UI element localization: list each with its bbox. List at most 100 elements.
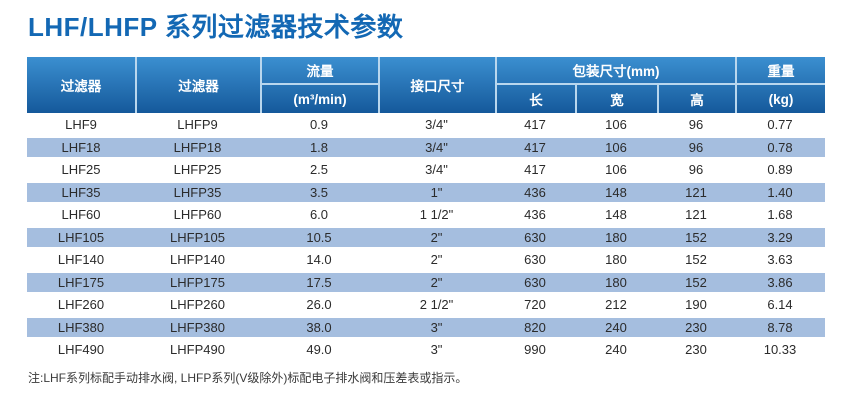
table-cell: 26.0 (306, 296, 332, 312)
table-cell: 0.78 (767, 139, 793, 155)
table-cell: 152 (685, 251, 707, 267)
table-cell: LHFP380 (170, 319, 225, 335)
table-cell: 436 (524, 184, 546, 200)
table-cell: 3/4" (425, 116, 448, 132)
table-cell: 2" (430, 251, 443, 267)
table-cell: 38.0 (306, 319, 332, 335)
table-cell: 230 (685, 341, 707, 357)
table-cell: LHF380 (57, 319, 105, 335)
table-cell: 3.86 (767, 274, 793, 290)
table-cell: 3" (430, 319, 443, 335)
header-flow-unit: (m³/min) (260, 85, 378, 113)
header-pkg-width: 宽 (575, 85, 657, 113)
table-row: LHF105 LHFP105 10.5 2" 630 180 152 3.29 (27, 225, 825, 248)
table-cell: LHFP140 (170, 251, 225, 267)
table-cell: 180 (605, 229, 627, 245)
table-cell: 190 (685, 296, 707, 312)
table-cell: 2" (430, 229, 443, 245)
footnote: 注:LHF系列标配手动排水阀, LHFP系列(V级除外)标配电子排水阀和压差表或… (28, 371, 468, 385)
table-cell: LHF175 (57, 274, 105, 290)
table-cell: 417 (524, 139, 546, 155)
page-title: LHF/LHFP 系列过滤器技术参数 (28, 12, 404, 42)
table-cell: 3.5 (309, 184, 329, 200)
table-cell: 148 (605, 184, 627, 200)
table-cell: 3/4" (425, 139, 448, 155)
table-cell: 1.40 (767, 184, 793, 200)
table-cell: 0.77 (767, 116, 793, 132)
table-cell: 3" (430, 341, 443, 357)
table-cell: 49.0 (306, 341, 332, 357)
table-header: 过滤器 过滤器 流量 (m³/min) 接口尺寸 包装尺寸(mm) 长 宽 高 … (27, 57, 825, 113)
table-cell: LHF105 (57, 229, 105, 245)
table-cell: 96 (688, 139, 704, 155)
table-row: LHF25 LHFP25 2.5 3/4" 417 106 96 0.89 (27, 158, 825, 181)
table-cell: 106 (605, 161, 627, 177)
table-body: LHF9 LHFP9 0.9 3/4" 417 106 96 0.77 LHF18 LHFP18 1… (27, 113, 825, 361)
table-cell: 106 (605, 139, 627, 155)
table-cell: LHFP490 (170, 341, 225, 357)
table-cell: 8.78 (767, 319, 793, 335)
table-cell: LHF490 (57, 341, 105, 357)
table-cell: 6.0 (309, 206, 329, 222)
table-cell: 10.5 (306, 229, 332, 245)
table-cell: 240 (605, 319, 627, 335)
table-cell: 121 (685, 184, 707, 200)
table-cell: 990 (524, 341, 546, 357)
table-cell: 436 (524, 206, 546, 222)
table-cell: 2 1/2" (419, 296, 454, 312)
table-cell: 96 (688, 161, 704, 177)
table-row: LHF18 LHFP18 1.8 3/4" 417 106 96 0.78 (27, 135, 825, 158)
header-flow-title: 流量 (260, 57, 378, 85)
table-cell: LHFP175 (170, 274, 225, 290)
header-filter-lhf: 过滤器 (60, 79, 102, 94)
table-cell: 417 (524, 116, 546, 132)
table-cell: 106 (605, 116, 627, 132)
table-cell: 0.9 (309, 116, 329, 132)
table-cell: LHF25 (61, 161, 101, 177)
table-row: LHF260 LHFP260 26.0 2 1/2" 720 212 190 6.14 (27, 293, 825, 316)
table-cell: 720 (524, 296, 546, 312)
table-cell: LHF18 (61, 139, 101, 155)
table-row: LHF9 LHFP9 0.9 3/4" 417 106 96 0.77 (27, 113, 825, 136)
table-cell: LHFP35 (173, 184, 222, 200)
table-cell: LHFP18 (173, 139, 222, 155)
table-row: LHF380 LHFP380 38.0 3" 820 240 230 8.78 (27, 315, 825, 338)
table-row: LHF175 LHFP175 17.5 2" 630 180 152 3.86 (27, 270, 825, 293)
table-cell: 3/4" (425, 161, 448, 177)
table-cell: 2" (430, 274, 443, 290)
table-cell: 240 (605, 341, 627, 357)
table-cell: 230 (685, 319, 707, 335)
table-cell: 6.14 (767, 296, 793, 312)
table-cell: 212 (605, 296, 627, 312)
table-cell: 152 (685, 229, 707, 245)
table-cell: 14.0 (306, 251, 332, 267)
header-pkg-height: 高 (657, 85, 735, 113)
header-weight-unit: (kg) (735, 85, 825, 113)
table-cell: LHFP105 (170, 229, 225, 245)
table-cell: 1 1/2" (419, 206, 454, 222)
header-filter-lhfp: 过滤器 (135, 57, 260, 113)
table-cell: LHF35 (61, 184, 101, 200)
table-cell: 152 (685, 274, 707, 290)
table-row: LHF140 LHFP140 14.0 2" 630 180 152 3.63 (27, 248, 825, 271)
table-cell: 630 (524, 229, 546, 245)
table-cell: 3.29 (767, 229, 793, 245)
table-cell: 121 (685, 206, 707, 222)
table-cell: 0.89 (767, 161, 793, 177)
spec-table: 过滤器 过滤器 流量 (m³/min) 接口尺寸 包装尺寸(mm) 长 宽 高 … (27, 57, 825, 361)
table-cell: 1" (430, 184, 443, 200)
table-cell: LHFP25 (173, 161, 222, 177)
table-cell: 1.68 (767, 206, 793, 222)
table-row: LHF490 LHFP490 49.0 3" 990 240 230 10.33 (27, 338, 825, 361)
header-package-size: 包装尺寸(mm) (495, 57, 735, 85)
table-cell: LHF60 (61, 206, 101, 222)
table-cell: 180 (605, 251, 627, 267)
table-cell: LHFP9 (177, 116, 218, 132)
table-row: LHF60 LHFP60 6.0 1 1/2" 436 148 121 1.68 (27, 203, 825, 226)
table-cell: LHF260 (57, 296, 105, 312)
table-cell: 417 (524, 161, 546, 177)
table-cell: 180 (605, 274, 627, 290)
table-cell: LHF9 (65, 116, 97, 132)
table-cell: 630 (524, 274, 546, 290)
table-cell: LHFP60 (173, 206, 222, 222)
